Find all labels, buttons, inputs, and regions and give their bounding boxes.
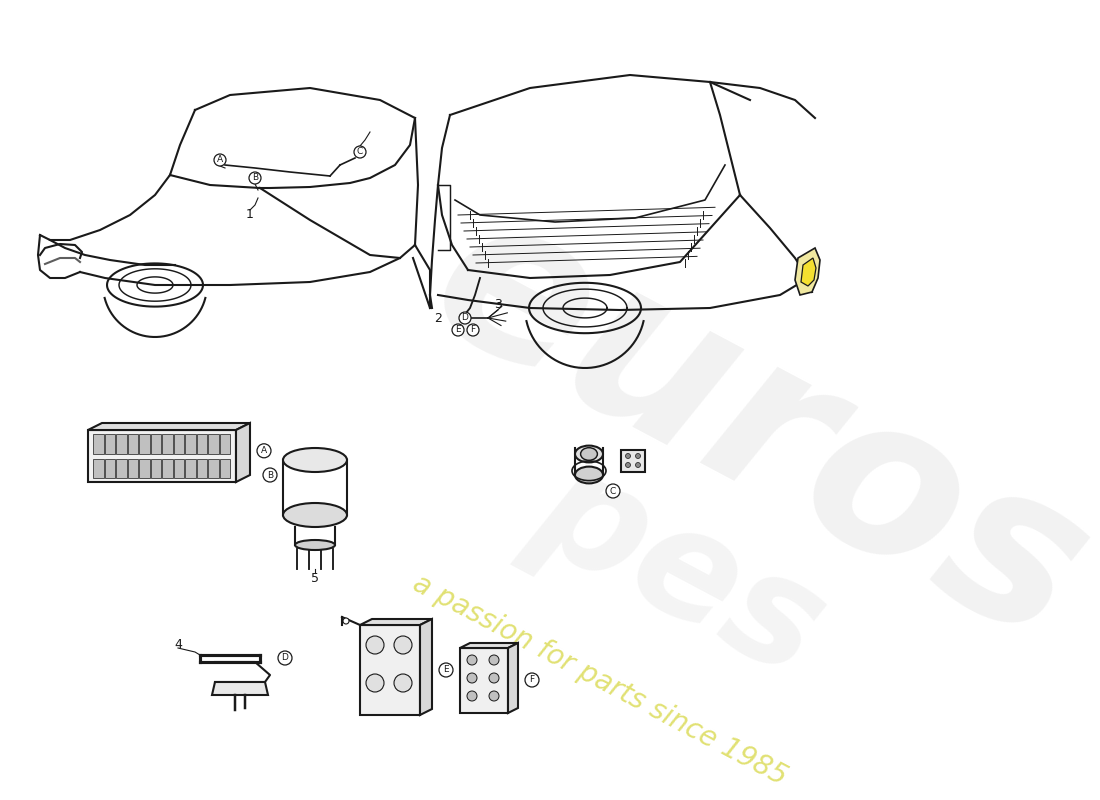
FancyBboxPatch shape bbox=[197, 458, 207, 478]
Text: D: D bbox=[282, 654, 288, 662]
FancyBboxPatch shape bbox=[162, 458, 173, 478]
FancyBboxPatch shape bbox=[174, 458, 184, 478]
Text: 1: 1 bbox=[246, 209, 254, 222]
FancyBboxPatch shape bbox=[208, 458, 219, 478]
Text: 2: 2 bbox=[434, 311, 442, 325]
Circle shape bbox=[468, 691, 477, 701]
FancyBboxPatch shape bbox=[185, 434, 196, 454]
FancyBboxPatch shape bbox=[128, 458, 138, 478]
Polygon shape bbox=[795, 248, 820, 295]
Text: E: E bbox=[455, 326, 461, 334]
Text: 4: 4 bbox=[174, 638, 182, 651]
Circle shape bbox=[394, 636, 412, 654]
FancyBboxPatch shape bbox=[116, 458, 127, 478]
Circle shape bbox=[263, 468, 277, 482]
Polygon shape bbox=[360, 619, 432, 625]
Text: E: E bbox=[443, 666, 449, 674]
Polygon shape bbox=[508, 643, 518, 713]
Circle shape bbox=[468, 655, 477, 665]
FancyBboxPatch shape bbox=[94, 434, 103, 454]
Polygon shape bbox=[360, 625, 420, 715]
Text: B: B bbox=[267, 470, 273, 479]
FancyBboxPatch shape bbox=[208, 434, 219, 454]
Circle shape bbox=[490, 673, 499, 683]
Text: pes: pes bbox=[510, 433, 849, 707]
FancyBboxPatch shape bbox=[128, 434, 138, 454]
Text: D: D bbox=[462, 314, 469, 322]
Ellipse shape bbox=[283, 503, 346, 527]
FancyBboxPatch shape bbox=[116, 434, 127, 454]
Text: C: C bbox=[356, 147, 363, 157]
Circle shape bbox=[452, 324, 464, 336]
FancyBboxPatch shape bbox=[139, 458, 150, 478]
Text: F: F bbox=[529, 675, 535, 685]
Polygon shape bbox=[460, 643, 518, 648]
Circle shape bbox=[343, 618, 349, 624]
Circle shape bbox=[439, 663, 453, 677]
Polygon shape bbox=[460, 648, 508, 713]
Polygon shape bbox=[621, 450, 645, 472]
FancyBboxPatch shape bbox=[104, 434, 116, 454]
Circle shape bbox=[636, 454, 640, 458]
Circle shape bbox=[366, 636, 384, 654]
FancyBboxPatch shape bbox=[220, 434, 230, 454]
Circle shape bbox=[468, 324, 478, 336]
FancyBboxPatch shape bbox=[174, 434, 184, 454]
FancyBboxPatch shape bbox=[220, 458, 230, 478]
Text: 5: 5 bbox=[311, 573, 319, 586]
Circle shape bbox=[394, 674, 412, 692]
Polygon shape bbox=[88, 430, 236, 482]
Polygon shape bbox=[420, 619, 432, 715]
Circle shape bbox=[626, 454, 630, 458]
FancyBboxPatch shape bbox=[162, 434, 173, 454]
Circle shape bbox=[636, 462, 640, 467]
Ellipse shape bbox=[295, 540, 336, 550]
Polygon shape bbox=[236, 423, 250, 482]
Circle shape bbox=[257, 444, 271, 458]
Ellipse shape bbox=[283, 448, 346, 472]
Circle shape bbox=[249, 172, 261, 184]
Polygon shape bbox=[212, 682, 268, 695]
Circle shape bbox=[278, 651, 292, 665]
Text: C: C bbox=[609, 486, 616, 495]
FancyBboxPatch shape bbox=[139, 434, 150, 454]
Circle shape bbox=[214, 154, 225, 166]
FancyBboxPatch shape bbox=[94, 458, 103, 478]
Circle shape bbox=[459, 312, 471, 324]
Text: B: B bbox=[252, 174, 258, 182]
Text: a passion for parts since 1985: a passion for parts since 1985 bbox=[408, 569, 792, 791]
Text: A: A bbox=[261, 446, 267, 455]
Text: F: F bbox=[471, 326, 475, 334]
FancyBboxPatch shape bbox=[197, 434, 207, 454]
FancyBboxPatch shape bbox=[151, 434, 161, 454]
FancyBboxPatch shape bbox=[104, 458, 116, 478]
Circle shape bbox=[525, 673, 539, 687]
Circle shape bbox=[366, 674, 384, 692]
FancyBboxPatch shape bbox=[151, 458, 161, 478]
Circle shape bbox=[490, 655, 499, 665]
Circle shape bbox=[468, 673, 477, 683]
Polygon shape bbox=[88, 423, 250, 430]
Circle shape bbox=[354, 146, 366, 158]
Ellipse shape bbox=[581, 448, 597, 460]
Ellipse shape bbox=[575, 466, 603, 483]
Circle shape bbox=[490, 691, 499, 701]
Text: euros: euros bbox=[399, 170, 1100, 690]
Ellipse shape bbox=[575, 446, 603, 462]
Polygon shape bbox=[801, 258, 816, 286]
Text: A: A bbox=[217, 155, 223, 165]
Circle shape bbox=[606, 484, 620, 498]
Circle shape bbox=[626, 462, 630, 467]
Text: 3: 3 bbox=[494, 298, 502, 311]
FancyBboxPatch shape bbox=[185, 458, 196, 478]
